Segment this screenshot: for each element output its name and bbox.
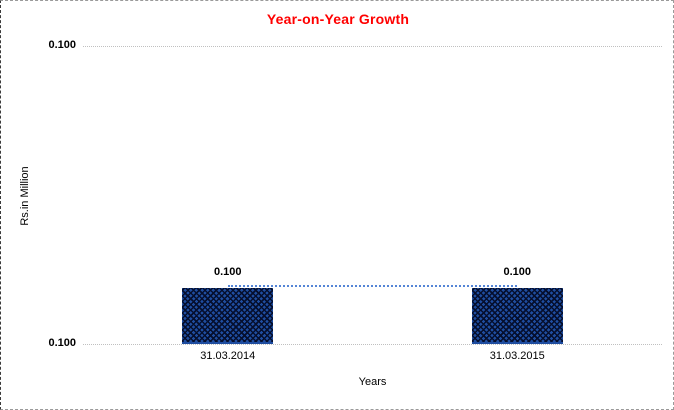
chart-title: Year-on-Year Growth xyxy=(266,11,410,27)
bar-value-label: 0.100 xyxy=(213,266,242,278)
y-axis-tick-bottom: 0.100 xyxy=(48,337,76,349)
bar-31.03.2015 xyxy=(471,288,563,344)
trend-line xyxy=(227,285,518,287)
gridline-baseline xyxy=(83,344,662,345)
bar-value-label: 0.100 xyxy=(503,266,532,278)
category-label: 31.03.2014 xyxy=(200,350,256,362)
gridline-top xyxy=(83,46,662,47)
bar-31.03.2014 xyxy=(182,288,274,344)
x-axis-title: Years xyxy=(358,376,387,388)
category-label: 31.03.2015 xyxy=(489,350,545,362)
y-axis-title: Rs.in Million xyxy=(19,166,31,226)
y-axis-tick-top: 0.100 xyxy=(48,39,76,51)
